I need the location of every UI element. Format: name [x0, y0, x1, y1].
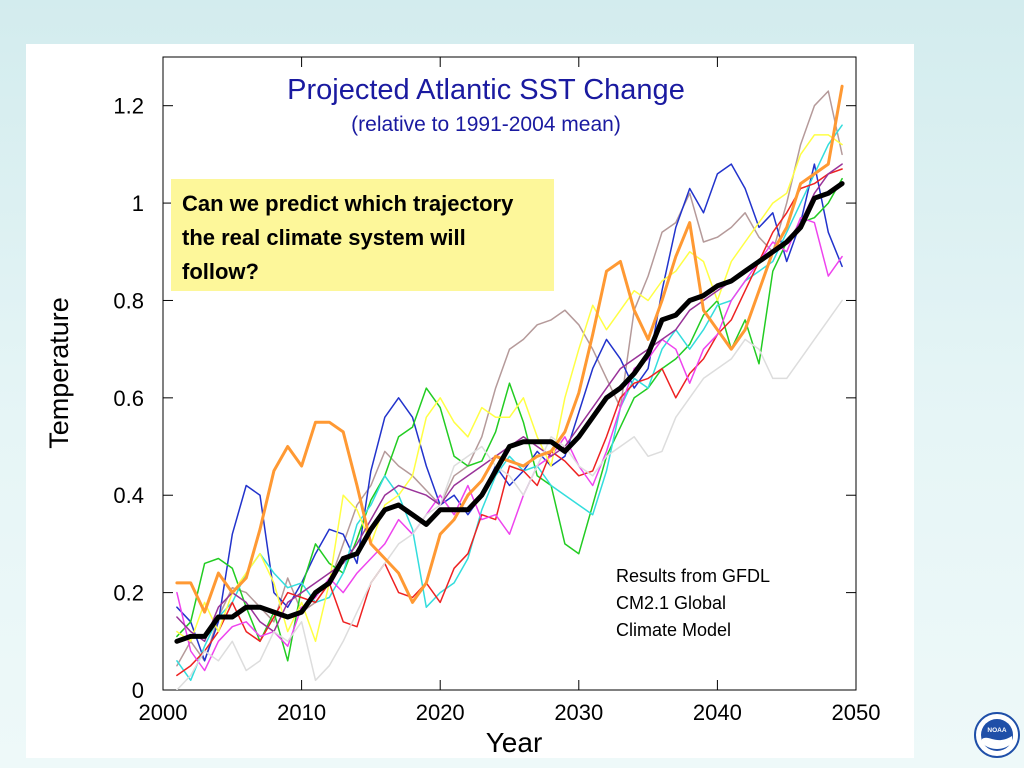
plot-frame [162, 56, 857, 691]
slide-panel [26, 44, 914, 758]
y-axis-title: Temperature [44, 297, 74, 449]
y-tick-label: 1.2 [113, 94, 144, 119]
x-tick-label: 2000 [139, 700, 188, 725]
y-tick-label: 0.2 [113, 581, 144, 606]
y-tick-label: 1 [132, 191, 144, 216]
logo-text: NOAA [987, 727, 1006, 734]
x-tick-label: 2040 [693, 700, 742, 725]
series-line-0 [174, 181, 845, 644]
source-note-line: Climate Model [616, 620, 732, 640]
series-line-3 [176, 163, 843, 662]
series-line-8 [176, 134, 843, 643]
x-tick-label: 2020 [416, 700, 465, 725]
noaa-logo-icon: NOAA [974, 712, 1020, 758]
series-line-6 [176, 168, 843, 677]
x-tick-label: 2030 [554, 700, 603, 725]
chart-title: Projected Atlantic SST Change [287, 74, 685, 106]
source-note-line: Results from GFDL [616, 566, 771, 586]
y-tick-label: 0 [132, 678, 144, 703]
x-axis-title: Year [486, 727, 543, 758]
x-tick-label: 2010 [277, 700, 326, 725]
source-note-line: CM2.1 Global [616, 593, 727, 613]
question-callout: Can we predict which trajectory the real… [171, 179, 554, 291]
y-tick-label: 0.8 [113, 288, 144, 313]
series-line-7 [176, 216, 843, 672]
x-tick-label: 2050 [832, 700, 881, 725]
chart-subtitle: (relative to 1991-2004 mean) [351, 113, 621, 136]
y-tick-label: 0.4 [113, 483, 144, 508]
y-tick-label: 0.6 [113, 386, 144, 411]
source-note: Results from GFDL CM2.1 Global Climate M… [616, 563, 846, 644]
series-line-2 [176, 90, 843, 667]
series-line-1 [175, 84, 844, 614]
series-line-10 [176, 299, 843, 690]
